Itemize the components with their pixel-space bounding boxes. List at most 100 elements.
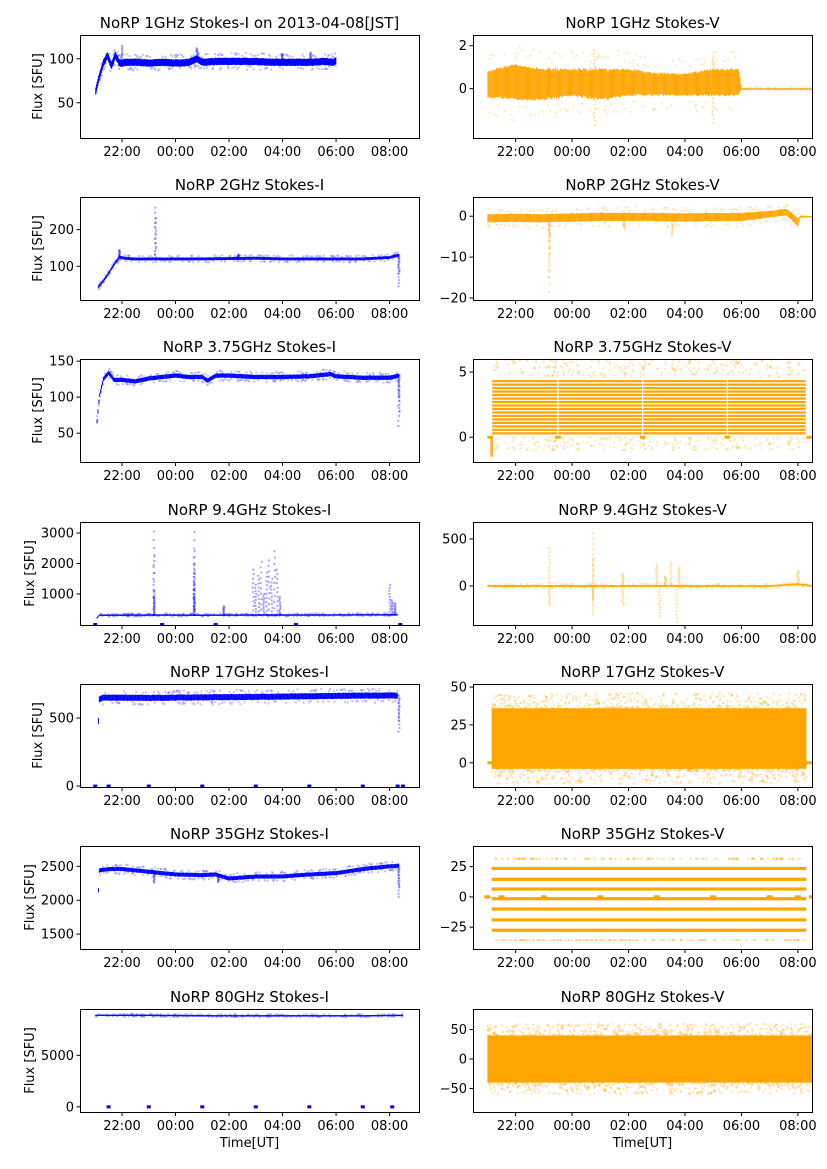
data-segment [616, 212, 618, 222]
data-segment [704, 69, 706, 95]
outlier-point [201, 373, 204, 376]
data-segment [141, 257, 143, 261]
outlier-point [213, 254, 216, 257]
outlier-point [577, 370, 580, 373]
outlier-point [610, 583, 613, 586]
y-tick-label: 0 [459, 82, 467, 97]
data-segment [205, 58, 207, 66]
data-segment [627, 70, 629, 96]
data-segment [101, 614, 103, 616]
outlier-point [721, 208, 724, 211]
outlier-point [297, 67, 300, 70]
data-segment [643, 213, 645, 222]
data-segment [743, 213, 745, 222]
data-segment [601, 585, 603, 587]
data-segment [297, 614, 299, 616]
data-segment [688, 72, 690, 95]
level-line [492, 393, 558, 397]
outlier-point [638, 582, 641, 585]
spike-point [153, 608, 156, 611]
data-segment [704, 212, 706, 222]
spike-point [254, 601, 257, 604]
outlier-point [251, 54, 254, 57]
outlier-point [252, 68, 255, 71]
outlier-point [331, 255, 334, 258]
data-segment [367, 257, 369, 261]
data-segment [362, 614, 364, 616]
data-segment [281, 374, 283, 380]
outlier-point [102, 281, 105, 284]
outlier-point [564, 586, 567, 589]
data-segment [389, 375, 391, 380]
data-segment [205, 257, 207, 261]
data-segment [596, 585, 598, 587]
outlier-point [767, 88, 770, 91]
data-segment [196, 374, 198, 380]
spike-point [195, 50, 198, 53]
data-segment [681, 74, 683, 96]
data-segment [96, 419, 98, 424]
data-segment [519, 65, 521, 100]
outlier-point [249, 259, 252, 262]
outlier-point [354, 260, 357, 263]
outlier-point [343, 615, 346, 618]
data-segment [101, 384, 103, 390]
spike-point [222, 613, 225, 616]
outlier-point [322, 615, 325, 618]
data-segment [105, 55, 107, 63]
outlier-point [624, 443, 627, 446]
data-segment [216, 614, 218, 616]
spike-point [670, 575, 673, 578]
data-segment [259, 58, 261, 66]
data-segment [287, 58, 289, 66]
spike-point [153, 211, 156, 214]
outlier-point [495, 438, 498, 441]
outlier-point [742, 371, 745, 374]
data-segment [550, 213, 552, 223]
spike-point [278, 597, 281, 600]
outlier-point [715, 436, 718, 439]
outlier-point [568, 360, 571, 363]
outlier-point [265, 612, 268, 615]
outlier-point [124, 259, 127, 262]
data-segment [349, 257, 351, 261]
spike-point [193, 572, 196, 575]
data-segment [286, 374, 288, 379]
data-segment [304, 58, 306, 66]
data-segment [257, 58, 259, 66]
outlier-point [712, 208, 715, 211]
data-segment [394, 254, 396, 258]
data-segment [232, 373, 234, 379]
data-segment [650, 212, 652, 222]
data-segment [191, 614, 193, 616]
outlier-point [688, 437, 691, 440]
spike-point [236, 256, 239, 259]
spike-point [549, 217, 552, 220]
outlier-point [139, 56, 142, 59]
data-segment [560, 70, 562, 98]
data-segment [298, 257, 300, 261]
spike-point [254, 589, 257, 592]
outlier-point [488, 225, 491, 228]
data-segment [306, 58, 308, 66]
outlier-point [151, 67, 154, 70]
data-segment [738, 71, 740, 95]
outlier-point [239, 254, 242, 257]
data-segment [143, 59, 145, 67]
data-segment [641, 70, 643, 95]
spike-point [591, 599, 594, 602]
plot-area [97, 206, 401, 291]
outlier-point [309, 255, 312, 258]
data-segment [510, 65, 512, 98]
outlier-point [554, 448, 557, 451]
data-segment [685, 584, 687, 587]
outlier-point [507, 583, 510, 586]
data-segment [741, 88, 743, 90]
outlier-point [755, 444, 758, 447]
data-segment [553, 214, 555, 223]
outlier-point [263, 260, 266, 263]
outlier-point [624, 374, 627, 377]
spike-point [711, 76, 714, 79]
outlier-point [577, 447, 580, 450]
data-segment [804, 216, 806, 218]
